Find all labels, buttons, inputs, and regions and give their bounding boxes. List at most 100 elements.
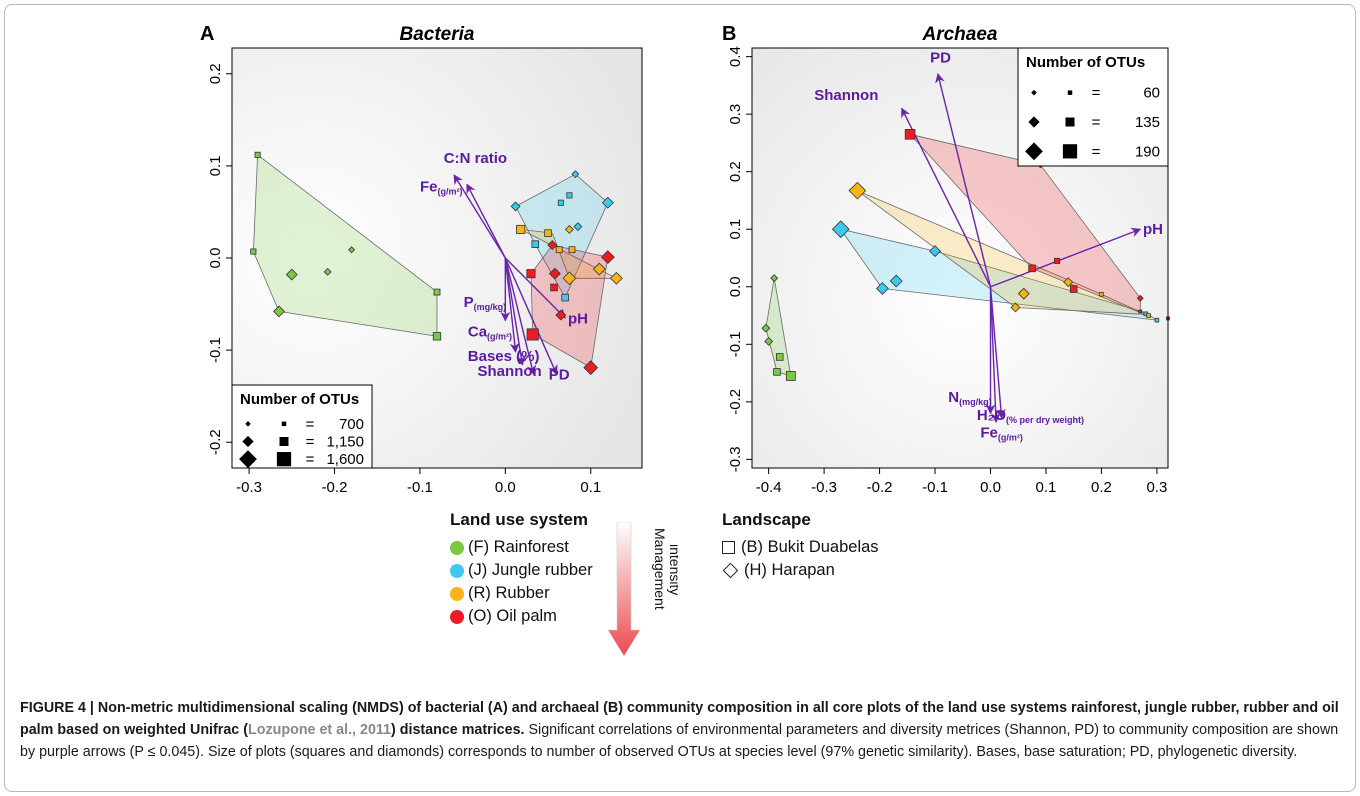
legend-diamond-icon [239, 450, 257, 469]
arrow-shannon [901, 107, 992, 288]
arrow-label: Bases (%) [468, 348, 540, 365]
y-tick-label: 0.1 [207, 155, 224, 176]
point-diamond-oil-palm [1136, 294, 1144, 302]
point-square-jungle-rubber [531, 240, 540, 248]
point-diamond-rubber [1017, 287, 1030, 300]
point-square-rainforest [254, 151, 261, 158]
arrow-label: PD [930, 49, 951, 66]
arrow-shannon [504, 257, 537, 376]
point-square-rainforest [773, 368, 781, 376]
x-tick-label: -0.3 [811, 479, 837, 496]
x-tick-label: -0.4 [756, 479, 782, 496]
arrow-pd [504, 257, 558, 375]
landscape-legend: Landscape (B) Bukit Duabelas (H) Harapan [722, 510, 879, 582]
point-square-jungle-rubber [561, 293, 569, 302]
point-diamond-jungle-rubber [929, 245, 941, 258]
point-diamond-oil-palm [548, 267, 561, 280]
point-diamond-oil-palm [547, 240, 558, 251]
point-diamond-rubber [848, 181, 867, 200]
arrow-label: N(mg/kg) [948, 389, 991, 407]
legend-otu-count: 1,600 [326, 451, 364, 468]
point-diamond-rainforest [761, 323, 771, 333]
x-tick-label: 0.0 [495, 479, 516, 496]
point-square-rubber [555, 246, 563, 254]
legend-item-rubber: (R) Rubber [450, 582, 593, 605]
point-diamond-jungle-rubber [831, 220, 850, 239]
arrow-label: pH [568, 310, 588, 327]
x-tick-label: 0.0 [980, 479, 1001, 496]
legend-label-jungle-rubber: (J) Jungle rubber [468, 561, 593, 579]
legend-label-rainforest: (F) Rainforest [468, 538, 569, 556]
point-square-rubber [1099, 291, 1104, 297]
point-diamond-rubber [592, 262, 606, 276]
hull-rubber [857, 190, 1146, 315]
arrow-label: Ca(g/m²) [468, 323, 512, 341]
panel-title: Archaea [922, 24, 998, 45]
arrow-fe [466, 183, 506, 259]
x-tick-label: -0.2 [322, 479, 348, 496]
rainforest-swatch [450, 540, 464, 555]
point-square-oil-palm [526, 328, 539, 341]
y-tick-label: -0.1 [727, 331, 744, 357]
y-tick-label: 0.4 [727, 46, 744, 67]
legend-equals: = [1092, 85, 1101, 102]
size-legend-box [231, 384, 373, 469]
panel-a: A Bacteria C:N ratio Fe(g/m²) P(mg/kg) Ca(g/m… [200, 23, 643, 496]
x-tick-label: -0.3 [236, 479, 262, 496]
legend-diamond-icon [1031, 89, 1037, 96]
point-diamond-oil-palm [583, 360, 599, 375]
legend-item-oil-palm: (O) Oil palm [450, 605, 593, 628]
y-tick-label: 0.3 [727, 104, 744, 125]
point-square-jungle-rubber [1154, 317, 1160, 323]
caption-title-part-2: ) distance matrices. [391, 722, 525, 738]
hull-oil-palm [530, 244, 609, 369]
size-legend-title: Number of OTUs [240, 391, 359, 408]
plot-frame [751, 47, 1169, 469]
square-marker-icon [722, 541, 735, 554]
legend-square-icon [1067, 90, 1073, 95]
caption-figure-label: FIGURE 4 | [20, 700, 98, 716]
legend-label-harapan: (H) Harapan [744, 561, 835, 579]
legend-equals: = [306, 416, 315, 433]
point-diamond-rubber [562, 271, 577, 286]
point-square-oil-palm [1069, 285, 1078, 293]
caption-reference-link[interactable]: Lozupone et al., 2011 [248, 722, 392, 738]
point-diamond-rainforest [273, 305, 285, 318]
y-tick-label: 0.2 [207, 63, 224, 84]
legend-diamond-icon [1025, 142, 1043, 161]
arrow-label: P(mg/kg) [464, 294, 507, 312]
point-square-oil-palm [1138, 309, 1143, 314]
figure-caption: FIGURE 4 | Non-metric multidimensional s… [20, 697, 1340, 763]
point-square-oil-palm [904, 129, 916, 140]
land-use-legend: Land use system (F) Rainforest (J) Jungl… [450, 510, 593, 628]
legend-otu-count: 1,150 [326, 434, 364, 451]
size-legend-box [1017, 47, 1169, 167]
arrow-label: H₂O(% per dry weight) [977, 407, 1084, 425]
point-diamond-rubber [564, 224, 574, 234]
point-square-jungle-rubber [557, 199, 564, 206]
point-diamond-rainforest [770, 274, 779, 283]
management-intensity-arrow: Management intensity [608, 522, 678, 657]
legend-item-bukit-duabelas: (B) Bukit Duabelas [722, 536, 879, 559]
arrow-ca [504, 257, 520, 353]
arrow-label: Shannon [814, 87, 878, 104]
x-tick-label: -0.1 [922, 479, 948, 496]
legend-label-oil-palm: (O) Oil palm [468, 607, 557, 625]
arrow-fe [989, 286, 1001, 423]
landscape-legend-title: Landscape [722, 510, 811, 529]
point-square-rubber [568, 246, 576, 254]
x-tick-label: -0.1 [407, 479, 433, 496]
x-tick-label: -0.2 [867, 479, 893, 496]
point-square-jungle-rubber [566, 192, 573, 199]
x-tick-label: 0.3 [1146, 479, 1167, 496]
legend-square-icon [279, 437, 289, 446]
legend-square-icon [281, 421, 287, 427]
point-square-rainforest [785, 371, 796, 381]
point-square-rainforest [250, 248, 257, 255]
legend-item-harapan: (H) Harapan [722, 559, 879, 582]
point-square-rubber [516, 224, 526, 234]
legend-square-icon [1062, 144, 1078, 159]
hull-jungle-rubber [839, 228, 1158, 321]
legend-diamond-icon [1028, 116, 1040, 128]
point-square-oil-palm [1054, 257, 1061, 264]
